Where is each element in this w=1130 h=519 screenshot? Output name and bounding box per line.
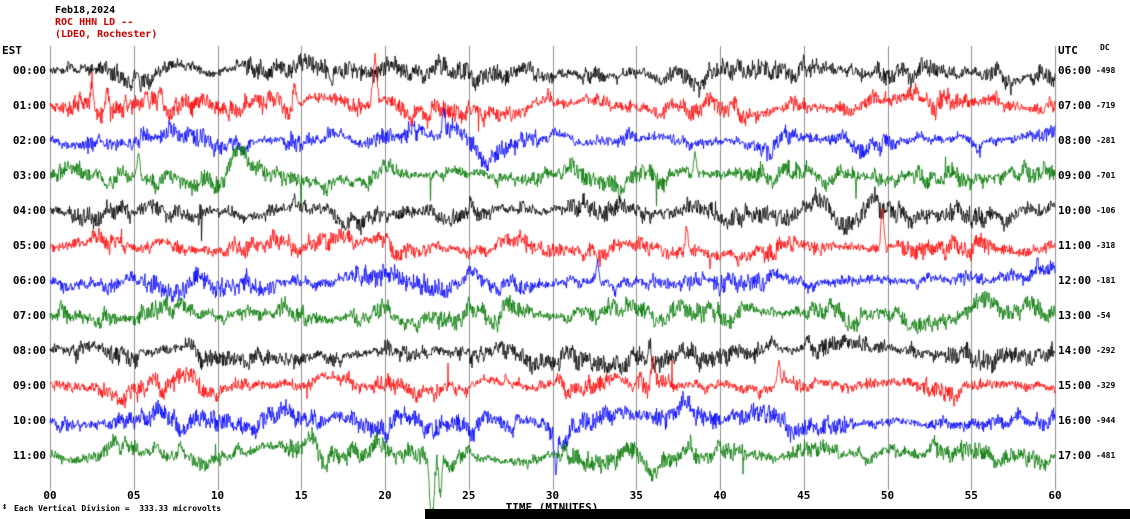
est-time-label: 00:00 — [12, 64, 46, 77]
dc-value-label: -292 — [1096, 346, 1116, 355]
utc-time-label: 17:00 — [1058, 449, 1092, 462]
utc-time-label: 06:00 — [1058, 64, 1092, 77]
vertical-scale-note: Each Vertical Division = 333.33 microvol… — [14, 504, 222, 513]
header-station-code: ROC HHN LD -- — [55, 17, 134, 28]
x-tick-label: 20 — [378, 489, 392, 502]
x-tick-label: 30 — [545, 489, 560, 502]
x-tick-label: 25 — [462, 489, 476, 502]
vertical-scale-marker-icon: ↕ — [2, 502, 8, 512]
dc-value-label: -498 — [1096, 66, 1116, 75]
dc-value-label: -106 — [1096, 206, 1116, 215]
utc-time-label: 11:00 — [1058, 239, 1092, 252]
x-tick-label: 55 — [964, 489, 978, 502]
est-time-label: 04:00 — [12, 204, 46, 217]
x-tick-label: 15 — [294, 489, 308, 502]
bottom-black-bar — [425, 509, 1130, 519]
dc-value-label: -181 — [1096, 276, 1116, 285]
x-tick-label: 40 — [713, 489, 727, 502]
x-tick-label: 10 — [210, 489, 225, 502]
x-tick-label: 00 — [43, 489, 57, 502]
utc-time-label: 12:00 — [1058, 274, 1092, 287]
dc-value-label: -54 — [1096, 311, 1111, 320]
dc-value-label: -944 — [1096, 416, 1116, 425]
est-time-label: 06:00 — [12, 274, 46, 287]
dc-column-label: DC — [1100, 43, 1110, 52]
utc-time-label: 09:00 — [1058, 169, 1092, 182]
dc-value-label: -281 — [1096, 136, 1116, 145]
right-timezone-label: UTC — [1058, 44, 1078, 57]
utc-time-label: 08:00 — [1058, 134, 1092, 147]
est-time-label: 07:00 — [12, 309, 46, 322]
utc-time-label: 07:00 — [1058, 99, 1092, 112]
dc-value-label: -701 — [1096, 171, 1116, 180]
est-time-label: 01:00 — [12, 99, 46, 112]
utc-time-label: 10:00 — [1058, 204, 1092, 217]
est-time-label: 10:00 — [12, 414, 46, 427]
utc-time-label: 13:00 — [1058, 309, 1092, 322]
x-tick-label: 45 — [797, 489, 811, 502]
utc-time-label: 15:00 — [1058, 379, 1092, 392]
dc-value-label: -329 — [1096, 381, 1116, 390]
utc-time-label: 16:00 — [1058, 414, 1092, 427]
utc-time-label: 14:00 — [1058, 344, 1092, 357]
x-tick-label: 35 — [629, 489, 643, 502]
est-time-label: 08:00 — [12, 344, 46, 357]
left-timezone-label: EST — [2, 44, 22, 57]
header-station-location: (LDEO, Rochester) — [55, 29, 158, 40]
dc-value-label: -481 — [1096, 451, 1116, 460]
dc-value-label: -318 — [1096, 241, 1116, 250]
est-time-label: 09:00 — [12, 379, 46, 392]
est-time-label: 05:00 — [12, 239, 46, 252]
est-time-label: 11:00 — [12, 449, 46, 462]
dc-value-label: -719 — [1096, 101, 1116, 110]
x-tick-label: 05 — [127, 489, 141, 502]
header-date: Feb18,2024 — [55, 5, 116, 16]
est-time-label: 02:00 — [12, 134, 46, 147]
est-time-label: 03:00 — [12, 169, 46, 182]
x-tick-label: 50 — [880, 489, 895, 502]
x-tick-label: 60 — [1048, 489, 1062, 502]
